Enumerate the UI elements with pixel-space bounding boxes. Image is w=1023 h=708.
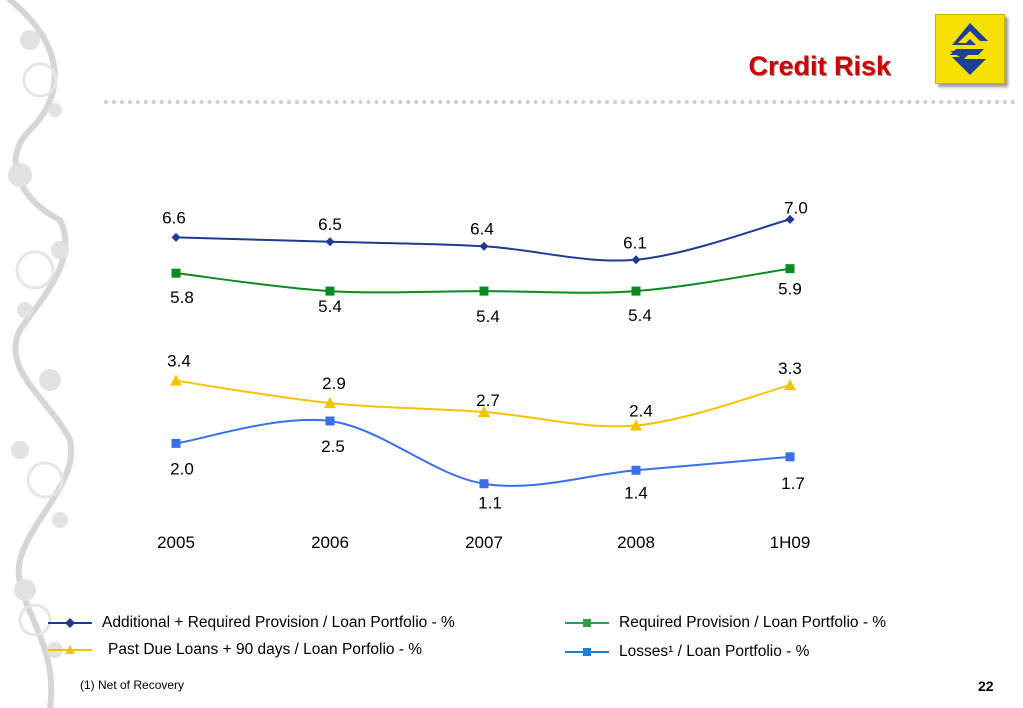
- data-label: 1.7: [781, 474, 805, 493]
- x-tick-label: 2005: [157, 533, 195, 552]
- legend-swatch-square-icon: [565, 619, 609, 627]
- data-label: 6.6: [162, 208, 186, 227]
- x-tick-label: 2007: [465, 533, 503, 552]
- data-point: [171, 232, 181, 242]
- banco-do-brasil-logo-icon: [935, 14, 1005, 84]
- data-point: [631, 255, 641, 265]
- data-point: [785, 452, 795, 462]
- legend-label: Required Provision / Loan Portfolio - %: [619, 614, 887, 631]
- data-point: [785, 214, 795, 224]
- header-divider: [104, 100, 1016, 104]
- data-label: 1.1: [478, 494, 502, 513]
- data-label: 5.4: [318, 297, 342, 316]
- legend-item-past-due: Past Due Loans + 90 days / Loan Porfolio…: [46, 641, 422, 659]
- x-tick-label: 1H09: [770, 533, 811, 552]
- line-chart: 2005 2006 2007 2008 1H09 6.6 6.5 6.4 6.1 7.0 5.8 5.…: [157, 198, 811, 552]
- legend-label: Additional + Required Provision / Loan P…: [102, 614, 455, 631]
- data-label: 2.7: [476, 391, 500, 410]
- data-point: [325, 286, 335, 296]
- legend-item-losses: Losses¹ / Loan Portfolio - %: [563, 643, 809, 661]
- data-label: 7.0: [784, 198, 808, 217]
- data-label: 6.1: [623, 234, 647, 253]
- data-point: [631, 286, 641, 296]
- data-point: [785, 264, 795, 274]
- data-point: [171, 438, 181, 448]
- page-number-small: 22: [24, 673, 38, 687]
- data-point: [171, 268, 181, 278]
- x-tick-label: 2008: [617, 533, 655, 552]
- data-point: [784, 379, 796, 391]
- data-point: [170, 374, 182, 386]
- series-line-4: [175, 418, 791, 487]
- data-point: [325, 237, 335, 247]
- data-point: [630, 419, 642, 431]
- x-tick-label: 2006: [311, 533, 349, 552]
- floral-ornament: [7, 0, 75, 708]
- data-label: 3.3: [778, 359, 802, 378]
- legend-label: Past Due Loans + 90 days / Loan Porfolio…: [108, 641, 423, 658]
- legend-label: Losses¹ / Loan Portfolio - %: [619, 643, 810, 660]
- data-point: [479, 286, 489, 296]
- data-label: 2.4: [629, 401, 653, 420]
- data-label: 5.4: [628, 306, 652, 325]
- data-point: [479, 479, 489, 489]
- data-point: [631, 465, 641, 475]
- data-label: 6.4: [470, 219, 494, 238]
- data-point: [324, 397, 336, 409]
- data-label: 2.5: [321, 437, 345, 456]
- footnote: (1) Net of Recovery: [80, 678, 185, 692]
- legend-swatch-square-icon: [565, 648, 609, 656]
- page-number: 22: [978, 678, 994, 694]
- slide-title: Credit Risk: [748, 51, 891, 81]
- data-point: [325, 416, 335, 426]
- legend-item-required-provision: Required Provision / Loan Portfolio - %: [563, 614, 886, 632]
- data-label: 1.4: [624, 483, 648, 502]
- data-label: 6.5: [318, 215, 342, 234]
- legend-item-additional-required: Additional + Required Provision / Loan P…: [46, 614, 455, 632]
- data-label: 5.9: [778, 280, 802, 299]
- data-label: 2.0: [170, 459, 194, 478]
- legend-swatch-diamond-icon: [48, 618, 92, 628]
- legend-swatch-triangle-icon: [48, 645, 92, 654]
- data-label: 3.4: [167, 352, 191, 371]
- data-point: [479, 241, 489, 251]
- data-label: 5.4: [476, 307, 500, 326]
- data-point: [478, 406, 490, 418]
- data-label: 2.9: [322, 374, 346, 393]
- data-label: 5.8: [170, 288, 194, 307]
